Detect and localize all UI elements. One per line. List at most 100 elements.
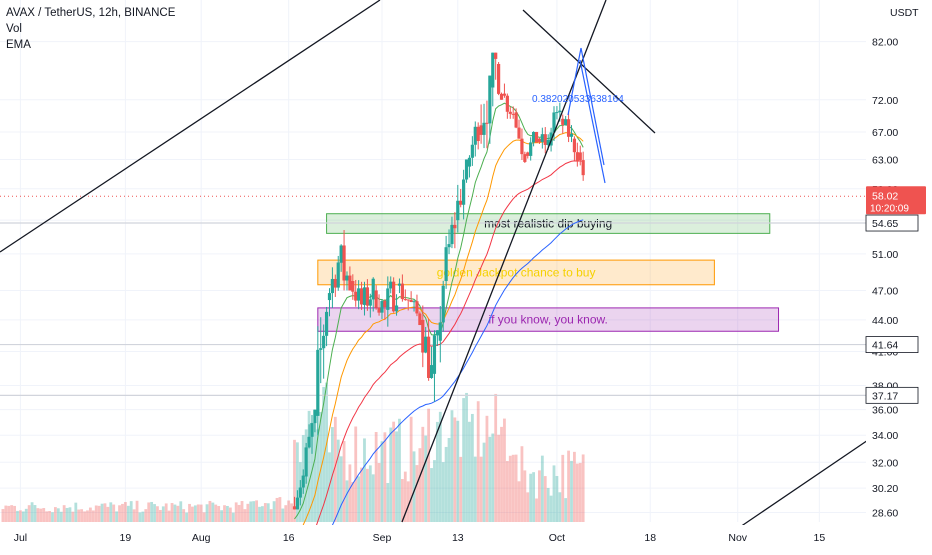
- volume-bar: [322, 386, 326, 522]
- volume-bar: [328, 452, 331, 522]
- volume-bar: [191, 506, 194, 522]
- y-tick-label: 36.00: [872, 405, 898, 417]
- candle: [324, 306, 329, 347]
- candle-body: [298, 487, 302, 498]
- volume-bar: [465, 392, 468, 522]
- last-price-countdown: 10:20:09: [870, 203, 909, 214]
- volume-bar: [161, 506, 165, 522]
- candle: [339, 244, 343, 272]
- candle-body: [494, 52, 498, 59]
- candle-body: [459, 200, 463, 205]
- candle-body: [453, 224, 457, 229]
- volume-bar: [377, 462, 381, 522]
- candle: [470, 136, 474, 166]
- candle: [523, 151, 527, 164]
- volume-bar: [398, 418, 401, 522]
- candle-body: [389, 281, 393, 289]
- candle-body: [301, 475, 305, 488]
- volume-bar: [240, 501, 244, 522]
- volume-bar: [258, 506, 261, 522]
- y-tick-label: 63.00: [872, 154, 898, 166]
- y-tick-label: 67.00: [872, 127, 898, 139]
- volume-bar: [415, 465, 419, 522]
- volume-bar: [252, 501, 256, 522]
- candle-body: [464, 159, 469, 180]
- candle-body: [511, 113, 515, 115]
- volume-bar: [138, 512, 142, 522]
- volume-bar: [208, 500, 212, 522]
- volume-bar: [435, 421, 439, 522]
- candle-body: [581, 160, 585, 176]
- volume-bar: [339, 456, 343, 522]
- volume-bar: [158, 509, 162, 522]
- candle-body: [508, 111, 512, 114]
- x-tick-label: Aug: [192, 532, 211, 544]
- volume-bar: [226, 505, 229, 522]
- volume-bar: [164, 503, 168, 522]
- candle-body: [488, 75, 492, 124]
- candle-body: [380, 301, 384, 313]
- candle-body: [552, 112, 556, 133]
- volume-bar: [395, 431, 398, 522]
- volume-bar: [121, 503, 124, 522]
- candle: [552, 106, 556, 142]
- candle: [488, 75, 492, 144]
- volume-bar: [567, 450, 570, 522]
- volume-bar: [511, 454, 515, 522]
- candle: [578, 145, 582, 166]
- x-tick-label: Nov: [728, 532, 747, 544]
- level-label: 37.17: [872, 390, 898, 402]
- candle-body: [473, 126, 477, 145]
- fib-annotation: 0.382020533638164: [532, 94, 624, 105]
- candle: [555, 106, 559, 120]
- candle: [564, 116, 568, 126]
- candle-body: [564, 119, 568, 125]
- candle: [497, 62, 501, 96]
- volume-bar: [418, 448, 422, 522]
- volume-bar: [555, 476, 559, 522]
- candle-body: [517, 127, 521, 139]
- candle: [298, 480, 302, 506]
- candle-body: [575, 152, 579, 162]
- candle-body: [462, 179, 466, 205]
- indicator-ema-label[interactable]: EMA: [6, 39, 31, 51]
- candle: [319, 317, 323, 384]
- volume-bar: [196, 504, 200, 522]
- volume-bar: [39, 508, 43, 522]
- volume-bar: [263, 503, 267, 522]
- candle: [429, 346, 434, 379]
- candle-body: [427, 336, 431, 378]
- candle: [327, 288, 332, 317]
- candle-body: [520, 138, 524, 155]
- volume-bar: [357, 476, 361, 522]
- volume-bar: [223, 505, 226, 522]
- candle: [351, 274, 355, 300]
- candle: [450, 216, 454, 249]
- indicator-vol-label[interactable]: Vol: [6, 23, 22, 35]
- candle-body: [514, 112, 518, 128]
- candle: [354, 279, 358, 307]
- candle: [304, 442, 308, 484]
- volume-bar: [182, 509, 186, 522]
- candle: [342, 230, 346, 291]
- volume-bars: [1, 382, 585, 522]
- candle-body: [444, 247, 448, 282]
- volume-bar: [59, 511, 63, 522]
- volume-bar: [246, 503, 250, 522]
- candle-body: [339, 245, 343, 263]
- candle-body: [371, 278, 375, 300]
- candle: [330, 267, 335, 309]
- volume-bar: [27, 505, 31, 522]
- volume-bar: [514, 454, 518, 522]
- volume-bar: [147, 502, 151, 522]
- candle-body: [322, 335, 326, 349]
- candle-body: [561, 118, 565, 125]
- volume-bar: [13, 505, 16, 522]
- volume-bar: [30, 502, 34, 522]
- candle-body: [406, 299, 410, 301]
- volume-bar: [508, 455, 512, 522]
- volume-bar: [546, 487, 550, 522]
- zone-label-purple: if you know, you know.: [488, 313, 607, 327]
- y-tick-label: 72.00: [872, 95, 898, 107]
